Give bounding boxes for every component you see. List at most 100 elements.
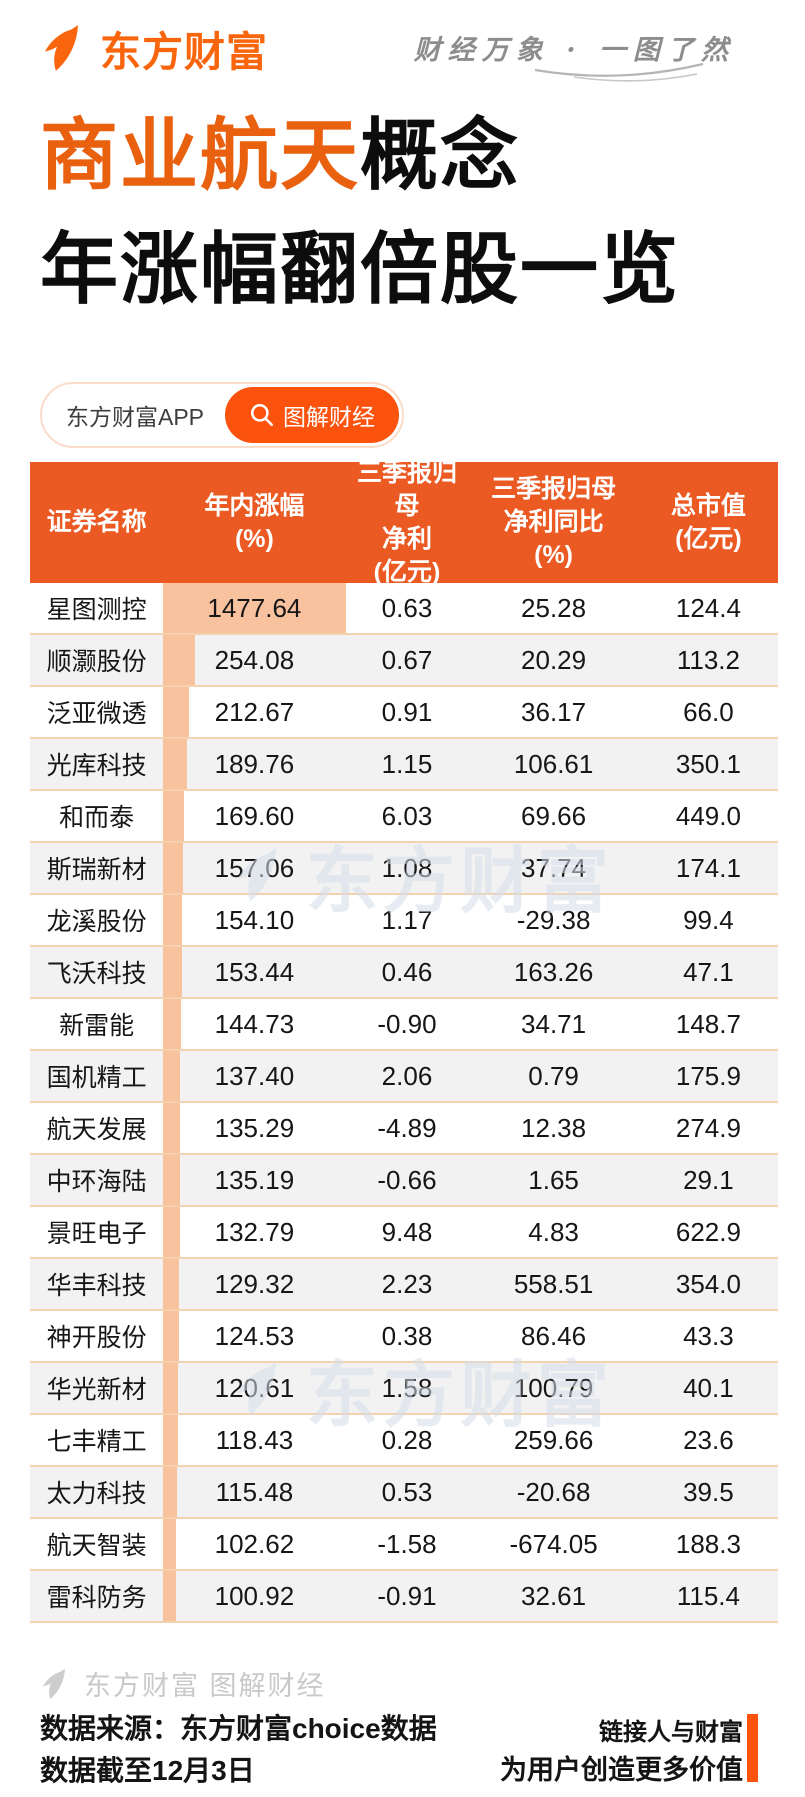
cell-profit-yoy: 86.46	[521, 1320, 587, 1351]
cell-profit-yoy: 36.17	[521, 696, 587, 727]
cell-profit-yoy: 1.65	[528, 1164, 579, 1195]
cell-profit-yoy: -20.68	[516, 1476, 591, 1507]
cell-stock-name: 华光新材	[46, 1376, 147, 1404]
cell-stock-name: 顺灏股份	[46, 648, 147, 676]
cell-market-cap: 148.7	[675, 1008, 741, 1039]
gain-bar	[163, 895, 183, 945]
cell-market-cap: 175.9	[675, 1060, 741, 1091]
cell-net-profit: -1.58	[377, 1528, 437, 1559]
table-body: 星图测控 1477.64 0.63 25.28 124.4 顺灏股份 254.0…	[30, 583, 778, 1623]
table-row: 雷科防务 100.92 -0.91 32.61 115.4	[30, 1571, 778, 1623]
table-row: 和而泰 169.60 6.03 69.66 449.0	[30, 791, 778, 843]
gain-bar	[163, 687, 190, 737]
cell-net-profit: 0.38	[381, 1320, 433, 1351]
search-icon	[251, 404, 274, 426]
cell-ytd-gain: 124.53	[163, 1311, 346, 1361]
cell-net-profit: 1.15	[381, 748, 433, 779]
gain-bar	[163, 999, 181, 1049]
brand-name: 东方财富	[100, 29, 268, 75]
cell-ytd-gain: 118.43	[163, 1415, 346, 1465]
cell-stock-name: 神开股份	[46, 1324, 147, 1352]
cell-stock-name: 飞沃科技	[46, 960, 147, 988]
cell-profit-yoy: 12.38	[521, 1112, 587, 1143]
cell-profit-yoy: 100.79	[513, 1372, 594, 1403]
cell-profit-yoy: 20.29	[521, 644, 587, 675]
cell-market-cap: 274.9	[675, 1112, 741, 1143]
table-row: 华光新材 120.61 1.58 100.79 40.1	[30, 1363, 778, 1415]
cell-stock-name: 航天智装	[46, 1532, 147, 1560]
cell-profit-yoy: 106.61	[513, 748, 594, 779]
cell-ytd-gain: 153.44	[163, 947, 346, 997]
gain-bar	[163, 1519, 176, 1569]
cell-market-cap: 124.4	[675, 592, 741, 623]
cell-ytd-gain: 1477.64	[163, 583, 346, 633]
footer-brand: 东方财富 图解财经	[40, 1664, 326, 1703]
table-row: 国机精工 137.40 2.06 0.79 175.9	[30, 1051, 778, 1103]
title-line-1: 商业航天概念	[40, 111, 521, 199]
slogan-accent-bar	[747, 1714, 758, 1782]
cell-market-cap: 350.1	[675, 748, 741, 779]
table-row: 华丰科技 129.32 2.23 558.51 354.0	[30, 1259, 778, 1311]
table-row: 航天智装 102.62 -1.58 -674.05 188.3	[30, 1519, 778, 1571]
table-row: 泛亚微透 212.67 0.91 36.17 66.0	[30, 687, 778, 739]
cell-profit-yoy: 25.28	[521, 592, 587, 623]
footer-logo-icon	[43, 1668, 65, 1699]
cell-ytd-gain: 120.61	[163, 1363, 346, 1413]
cell-net-profit: 0.46	[381, 956, 433, 987]
cell-ytd-gain: 100.92	[163, 1571, 346, 1621]
cell-profit-yoy: 558.51	[513, 1268, 594, 1299]
gain-bar	[163, 843, 183, 893]
cell-net-profit: 0.91	[381, 696, 433, 727]
cell-profit-yoy: 4.83	[528, 1216, 579, 1247]
tujie-caijing-button[interactable]: 图解财经	[225, 387, 400, 443]
cell-stock-name: 七丰精工	[46, 1428, 147, 1456]
cell-market-cap: 188.3	[675, 1528, 741, 1559]
cell-profit-yoy: 259.66	[513, 1424, 594, 1455]
cell-stock-name: 和而泰	[59, 804, 135, 832]
gain-bar	[163, 1571, 176, 1621]
col-header-profit-yoy: 三季报归母 净利同比 (%)	[491, 475, 617, 569]
cell-ytd-gain: 102.62	[163, 1519, 346, 1569]
cell-stock-name: 国机精工	[46, 1064, 147, 1092]
cell-net-profit: 2.06	[381, 1060, 433, 1091]
gain-bar	[163, 1051, 181, 1101]
table-row: 中环海陆 135.19 -0.66 1.65 29.1	[30, 1155, 778, 1207]
cell-profit-yoy: 32.61	[521, 1580, 587, 1611]
cell-market-cap: 174.1	[675, 852, 741, 883]
data-source: 数据来源：东方财富choice数据 数据截至12月3日	[40, 1708, 437, 1792]
cell-market-cap: 23.6	[683, 1424, 734, 1455]
cell-market-cap: 40.1	[683, 1372, 734, 1403]
gain-bar	[163, 1207, 180, 1257]
data-source-line: 数据来源：东方财富choice数据	[40, 1713, 437, 1744]
eastmoney-logo-icon	[45, 25, 78, 71]
cell-ytd-gain: 212.67	[163, 687, 346, 737]
cell-net-profit: -0.90	[377, 1008, 437, 1039]
cell-ytd-gain: 169.60	[163, 791, 346, 841]
cell-market-cap: 66.0	[683, 696, 734, 727]
gain-bar	[163, 739, 187, 789]
cell-net-profit: 1.08	[381, 852, 433, 883]
cell-ytd-gain: 154.10	[163, 895, 346, 945]
title-line-2: 年涨幅翻倍股一览	[40, 225, 681, 313]
cell-net-profit: 2.23	[381, 1268, 433, 1299]
cell-ytd-gain: 137.40	[163, 1051, 346, 1101]
table-row: 星图测控 1477.64 0.63 25.28 124.4	[30, 583, 778, 635]
page-title: 商业航天概念 年涨幅翻倍股一览	[40, 98, 680, 326]
cell-net-profit: 1.58	[381, 1372, 433, 1403]
cell-ytd-gain: 115.48	[163, 1467, 346, 1517]
footer-slogan: 链接人与财富 为用户创造更多价值	[500, 1716, 743, 1790]
cell-net-profit: -0.91	[377, 1580, 437, 1611]
cell-market-cap: 449.0	[675, 800, 741, 831]
gain-bar	[163, 791, 185, 841]
cell-market-cap: 354.0	[675, 1268, 741, 1299]
app-badge[interactable]: 东方财富APP 图解财经	[40, 382, 405, 448]
cell-net-profit: 0.63	[381, 592, 433, 623]
gain-bar	[163, 947, 183, 997]
cell-profit-yoy: 69.66	[521, 800, 587, 831]
footer-brand-text: 东方财富 图解财经	[84, 1671, 326, 1701]
gain-bar	[163, 1259, 180, 1309]
table-row: 顺灏股份 254.08 0.67 20.29 113.2	[30, 635, 778, 687]
cell-market-cap: 29.1	[683, 1164, 734, 1195]
gain-bar	[163, 1155, 180, 1205]
cell-ytd-gain: 132.79	[163, 1207, 346, 1257]
